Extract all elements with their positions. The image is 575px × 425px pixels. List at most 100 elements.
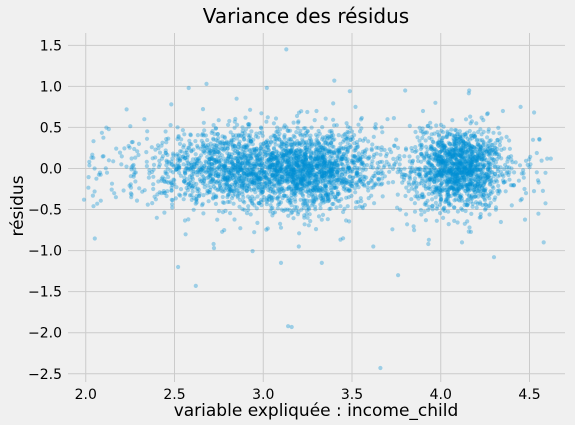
data-point (467, 193, 472, 198)
data-point (314, 164, 319, 169)
data-point (478, 183, 483, 188)
data-point (472, 183, 478, 188)
data-point (465, 171, 470, 176)
data-point (366, 156, 371, 161)
data-point (225, 178, 230, 183)
data-point (438, 154, 443, 159)
data-point (305, 129, 310, 134)
data-point (304, 157, 309, 163)
data-point (473, 165, 478, 170)
data-point (97, 170, 103, 175)
data-point (357, 129, 363, 134)
data-point (160, 140, 165, 145)
data-point (273, 162, 278, 167)
data-point (499, 156, 504, 161)
data-point (284, 152, 289, 157)
data-point (212, 179, 217, 184)
data-point (355, 159, 360, 164)
data-point (318, 172, 324, 177)
data-point (466, 143, 471, 148)
data-point (493, 207, 498, 212)
data-point (250, 166, 255, 171)
data-point (345, 204, 350, 209)
data-point (458, 146, 463, 151)
data-point (294, 176, 299, 181)
data-point (473, 180, 478, 185)
data-point (232, 217, 237, 222)
data-point (291, 216, 296, 221)
data-point (244, 211, 250, 216)
data-point (302, 175, 307, 180)
data-point (469, 167, 474, 172)
data-point (459, 157, 464, 162)
data-point (466, 147, 471, 152)
data-point (483, 176, 488, 181)
data-point (353, 173, 358, 179)
data-point (323, 116, 328, 121)
data-point (312, 200, 317, 205)
data-point (438, 161, 443, 166)
data-point (246, 166, 251, 171)
data-point (124, 164, 129, 169)
data-point (395, 145, 401, 150)
data-point (428, 146, 434, 151)
data-point (288, 148, 294, 153)
data-point (151, 167, 156, 172)
data-point (241, 199, 246, 204)
data-point (307, 170, 312, 175)
data-point (267, 194, 272, 199)
data-point (255, 182, 260, 187)
data-point (467, 145, 472, 150)
y-tick-label: −1.5 (28, 285, 62, 301)
data-point (472, 187, 477, 192)
data-point (201, 193, 206, 198)
data-point (280, 146, 285, 151)
data-point (322, 159, 328, 164)
data-point (327, 169, 332, 174)
data-point (175, 137, 180, 142)
data-point (285, 128, 290, 133)
data-point (225, 146, 230, 151)
data-point (212, 165, 217, 171)
data-point (301, 181, 306, 186)
data-point (518, 104, 523, 109)
data-point (486, 169, 491, 174)
data-point (464, 191, 470, 196)
data-point (302, 222, 307, 227)
data-point (288, 184, 293, 189)
data-point (225, 143, 231, 148)
data-point (427, 181, 432, 186)
data-point (316, 166, 321, 172)
data-point (279, 144, 284, 149)
data-point (306, 223, 311, 228)
data-point (268, 135, 273, 140)
data-point (337, 150, 342, 155)
data-point (173, 196, 178, 201)
data-point (438, 211, 443, 216)
data-point (205, 138, 210, 143)
y-tick-label: 1.0 (40, 79, 62, 95)
data-point (234, 182, 240, 187)
data-point (437, 159, 442, 164)
data-point (328, 168, 333, 173)
data-point (109, 181, 115, 186)
data-point (343, 156, 348, 162)
data-point (310, 160, 315, 165)
data-point (395, 156, 400, 161)
data-point (286, 161, 292, 166)
data-point (295, 184, 300, 189)
data-point (353, 146, 358, 151)
data-point (288, 150, 293, 155)
data-point (269, 173, 274, 178)
data-point (288, 164, 293, 169)
data-point (201, 144, 207, 149)
data-point (510, 160, 515, 165)
data-point (472, 131, 477, 136)
data-point (345, 140, 350, 145)
data-point (270, 205, 275, 210)
data-point (332, 78, 337, 83)
data-point (334, 151, 340, 156)
data-point (166, 174, 171, 180)
data-point (341, 236, 346, 241)
data-point (327, 180, 332, 185)
